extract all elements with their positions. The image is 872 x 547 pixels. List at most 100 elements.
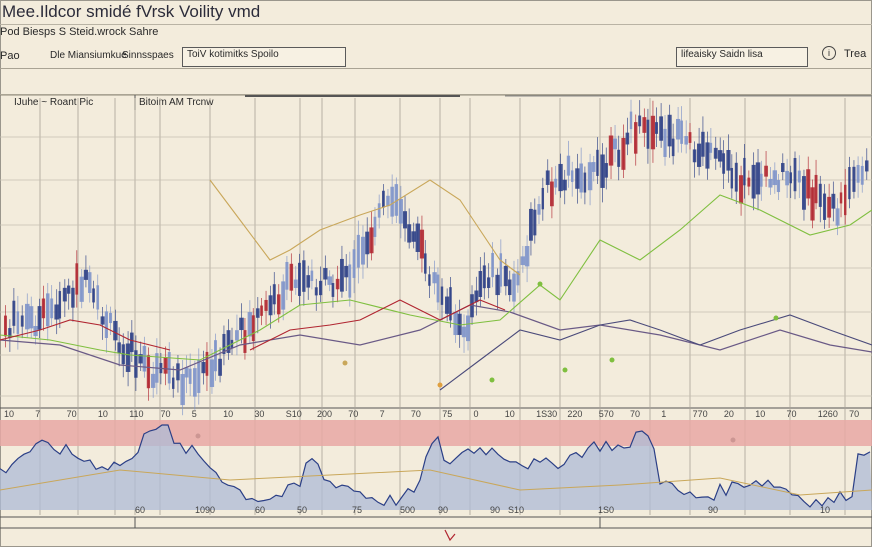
candle-41 — [176, 363, 180, 381]
lower-area-fill — [0, 425, 872, 510]
info-icon[interactable]: i — [822, 46, 836, 60]
candle-88 — [373, 216, 377, 237]
candle-60 — [256, 308, 260, 318]
toolbar-item-1[interactable]: Dle Miansiumkue — [50, 50, 127, 61]
candle-174 — [734, 162, 738, 192]
candle-57 — [243, 330, 247, 353]
candle-96 — [407, 224, 412, 243]
candle-153 — [646, 119, 650, 149]
candle-184 — [776, 180, 781, 193]
candle-47 — [201, 361, 206, 374]
candle-143 — [604, 163, 608, 178]
candle-113 — [478, 271, 483, 297]
candle-155 — [655, 122, 658, 134]
candle-185 — [781, 163, 785, 173]
candle-137 — [579, 163, 583, 193]
x-tick-label: 10 — [223, 409, 233, 419]
candle-134 — [566, 155, 571, 176]
candle-12 — [54, 304, 59, 320]
candle-11 — [50, 298, 54, 319]
candle-151 — [638, 115, 642, 127]
candle-82 — [348, 264, 352, 298]
candle-149 — [629, 111, 633, 130]
candle-62 — [264, 299, 268, 311]
marker-dot-3 — [562, 367, 568, 373]
candle-45 — [193, 368, 197, 397]
candle-166 — [701, 131, 705, 157]
candle-83 — [352, 249, 356, 278]
candle-85 — [361, 236, 365, 265]
timeframe-selector[interactable]: lifeaisky Saidn lisa — [676, 47, 808, 67]
candle-92 — [390, 186, 394, 217]
candle-108 — [457, 313, 462, 335]
candle-161 — [680, 120, 683, 144]
x-tick-label: 770 — [693, 409, 708, 419]
candle-23 — [100, 316, 105, 325]
toolbar — [0, 24, 872, 69]
candle-105 — [445, 296, 450, 314]
candle-79 — [335, 278, 340, 290]
candle-160 — [676, 118, 681, 140]
title-bar: Mee.Ildcor smidé fVrsk Voility vmd — [0, 0, 872, 25]
candle-203 — [856, 164, 860, 183]
candle-25 — [109, 312, 113, 324]
candle-94 — [398, 199, 403, 224]
candle-110 — [466, 315, 471, 342]
candle-150 — [634, 122, 638, 154]
candle-6 — [29, 306, 34, 329]
candle-124 — [524, 246, 530, 267]
candle-140 — [592, 162, 596, 172]
candle-16 — [71, 287, 75, 308]
toolbar-item-2[interactable]: Sinnsspaes — [122, 50, 174, 61]
candle-196 — [827, 196, 832, 218]
candle-59 — [251, 315, 255, 342]
indicator-selector[interactable]: ToiV kotimitks Spoilo — [182, 47, 346, 67]
candle-202 — [852, 166, 856, 192]
candle-1 — [8, 328, 12, 339]
ma-line-orange — [209, 179, 521, 276]
candle-201 — [848, 167, 851, 200]
candle-163 — [688, 132, 692, 143]
candle-133 — [562, 179, 567, 191]
candle-178 — [751, 164, 756, 199]
x-tick-label: 570 — [599, 409, 614, 419]
x-tick-label: 70 — [849, 409, 859, 419]
lower-tick-label: 10 — [820, 505, 830, 515]
toolbar-menu-label[interactable]: Pod Biesps S Steid.wrock Sahre — [0, 26, 159, 38]
x-tick-label: 1S30 — [536, 409, 557, 419]
marker-dot-0 — [437, 382, 443, 388]
candle-72 — [306, 275, 311, 288]
candle-5 — [25, 303, 30, 330]
candle-64 — [272, 284, 276, 305]
candle-10 — [46, 293, 50, 327]
candle-78 — [331, 283, 335, 297]
candle-91 — [386, 195, 390, 207]
x-tick-label: 200 — [317, 409, 332, 419]
toolbar-right-label[interactable]: Trea — [844, 48, 867, 60]
candle-205 — [865, 160, 869, 172]
candle-147 — [621, 137, 626, 170]
ma-line-dark — [439, 314, 872, 391]
candle-198 — [835, 208, 840, 226]
lower-tick-label: 1S0 — [598, 505, 614, 515]
x-tick-label: 10 — [98, 409, 108, 419]
candle-129 — [545, 170, 550, 185]
lower-tick-label: 90 — [490, 505, 500, 515]
marker-dot-1 — [489, 377, 495, 383]
candle-0 — [4, 315, 7, 337]
candle-26 — [113, 320, 118, 341]
candle-197 — [831, 193, 836, 209]
candle-104 — [440, 286, 444, 305]
candle-2 — [12, 300, 16, 326]
x-tick-label: 1260 — [818, 409, 838, 419]
candle-97 — [411, 231, 416, 242]
lower-tick-label: S10 — [508, 505, 524, 515]
window-title: Mee.Ildcor smidé fVrsk Voility vmd — [2, 2, 261, 21]
candle-55 — [235, 330, 239, 341]
candle-142 — [600, 154, 605, 188]
candle-168 — [709, 142, 713, 153]
candle-177 — [747, 177, 751, 187]
candle-99 — [419, 229, 425, 259]
candle-29 — [125, 343, 131, 372]
